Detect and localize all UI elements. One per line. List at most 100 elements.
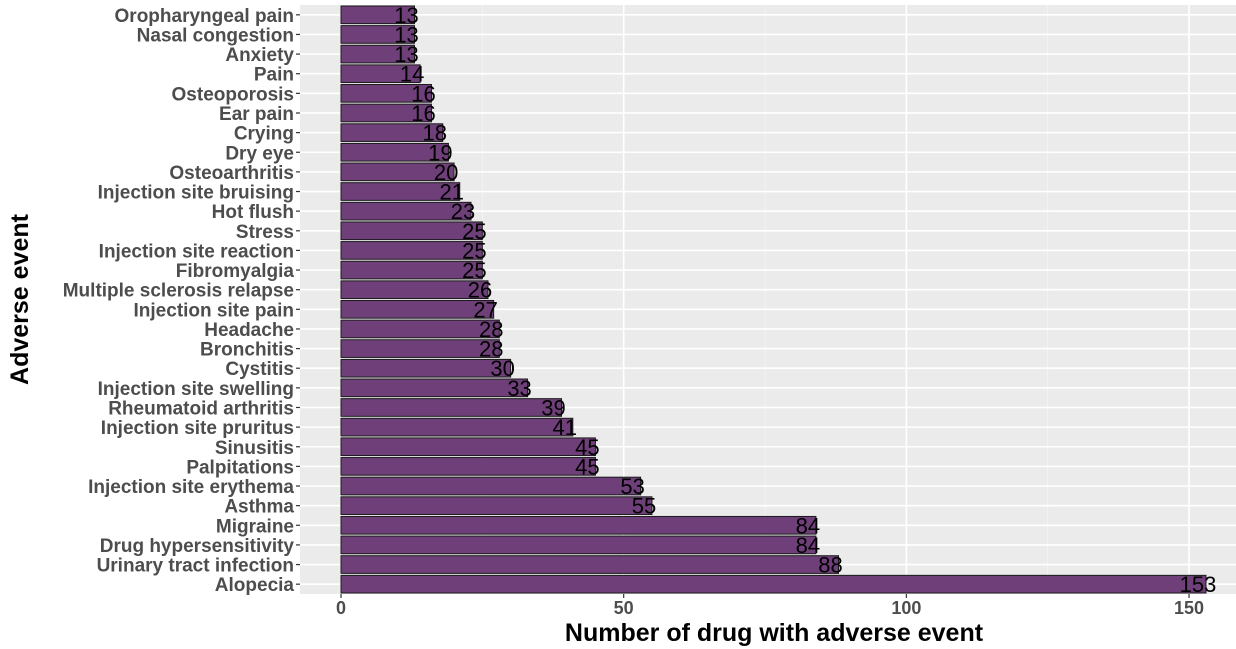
data-label: 19: [428, 140, 452, 165]
category-label: Osteoarthritis: [169, 163, 294, 184]
grid-lines: [300, 5, 1236, 594]
category-label: Anxiety: [225, 45, 294, 66]
bar: [340, 437, 596, 457]
category-label: Injection site swelling: [98, 379, 294, 400]
category-label: Drug hypersensitivity: [100, 536, 295, 557]
bar: [340, 319, 500, 339]
data-label: 16: [411, 101, 435, 126]
data-label: 153: [1180, 572, 1217, 597]
data-label: 21: [439, 180, 463, 205]
bar: [340, 44, 415, 64]
bar: [340, 162, 455, 182]
category-label: Stress: [236, 222, 294, 243]
data-label: 13: [394, 42, 418, 67]
category-label: Alopecia: [215, 575, 295, 596]
data-label: 26: [468, 278, 492, 303]
x-tick-label: 100: [891, 598, 921, 618]
data-label: 28: [479, 317, 503, 342]
y-axis-title: Adverse event: [6, 213, 34, 385]
bar: [340, 378, 529, 398]
data-label: 33: [507, 376, 531, 401]
bar: [340, 339, 500, 358]
data-label: 28: [479, 337, 503, 362]
data-label: 13: [394, 22, 418, 47]
category-label: Urinary tract infection: [97, 556, 294, 577]
data-label: 27: [473, 297, 497, 322]
data-label: 84: [796, 533, 820, 558]
bar: [340, 84, 432, 103]
x-axis-title: Number of drug with adverse event: [565, 619, 984, 647]
bar: [340, 25, 415, 44]
category-label: Pain: [254, 65, 294, 86]
data-label: 55: [632, 494, 656, 519]
bar: [340, 221, 483, 241]
category-label: Injection site reaction: [99, 241, 294, 262]
bar: [340, 574, 1207, 594]
category-label: Injection site pruritus: [101, 418, 294, 439]
category-label: Osteoporosis: [172, 84, 294, 105]
category-label: Injection site pain: [134, 300, 294, 321]
data-label: 45: [575, 454, 599, 479]
data-label: 30: [490, 356, 514, 381]
bar: [340, 457, 596, 476]
category-label: Cystitis: [225, 359, 294, 380]
bar: [340, 142, 449, 162]
bar: [340, 5, 415, 25]
bar: [340, 417, 574, 437]
data-label: 13: [394, 3, 418, 28]
bar: [340, 496, 653, 515]
bar: [340, 280, 489, 300]
category-label: Palpitations: [186, 457, 294, 478]
data-label: 16: [411, 81, 435, 106]
bar: [340, 476, 642, 496]
category-label: Oropharyngeal pain: [115, 6, 294, 27]
plot-panel: [300, 5, 1236, 594]
bar: [340, 299, 495, 319]
category-label: Asthma: [224, 497, 294, 518]
data-labels: 1313131416161819202123252525262728283033…: [394, 3, 1216, 597]
category-label: Dry eye: [225, 143, 294, 164]
data-label: 88: [818, 553, 842, 578]
category-label: Sinusitis: [215, 438, 294, 459]
data-label: 45: [575, 435, 599, 460]
data-label: 84: [796, 513, 820, 538]
bar: [340, 398, 562, 417]
bar: [340, 260, 483, 280]
data-label: 25: [462, 219, 486, 244]
x-tick-label: 50: [614, 598, 634, 618]
bar: [340, 555, 840, 574]
data-label: 53: [620, 474, 644, 499]
category-label: Fibromyalgia: [176, 261, 295, 282]
data-label: 25: [462, 238, 486, 263]
category-label: Injection site erythema: [88, 477, 294, 498]
data-label: 20: [434, 160, 458, 185]
bar: [340, 535, 817, 555]
bar: [340, 64, 421, 84]
bar: [340, 123, 444, 142]
category-label: Injection site bruising: [98, 183, 294, 204]
data-label: 23: [451, 199, 475, 224]
x-tick-label: 150: [1174, 598, 1204, 618]
data-label: 25: [462, 258, 486, 283]
category-label: Multiple sclerosis relapse: [63, 281, 294, 302]
bar: [340, 103, 432, 123]
bar: [340, 241, 483, 260]
category-label: Hot flush: [212, 202, 294, 223]
category-label: Nasal congestion: [137, 25, 294, 46]
category-label: Crying: [234, 124, 294, 145]
bar: [340, 182, 461, 201]
x-axis: 0 50 100 150: [336, 594, 1204, 618]
bar: [340, 358, 512, 378]
category-label: Rheumatoid arthritis: [108, 398, 294, 419]
bar: [340, 515, 817, 535]
bars: [340, 5, 1207, 594]
data-label: 39: [541, 395, 565, 420]
category-label: Migraine: [216, 516, 294, 537]
category-label: Ear pain: [219, 104, 294, 125]
category-label: Headache: [204, 320, 294, 341]
data-label: 14: [400, 62, 424, 87]
bar: [340, 201, 472, 221]
x-tick-label: 0: [336, 598, 346, 618]
